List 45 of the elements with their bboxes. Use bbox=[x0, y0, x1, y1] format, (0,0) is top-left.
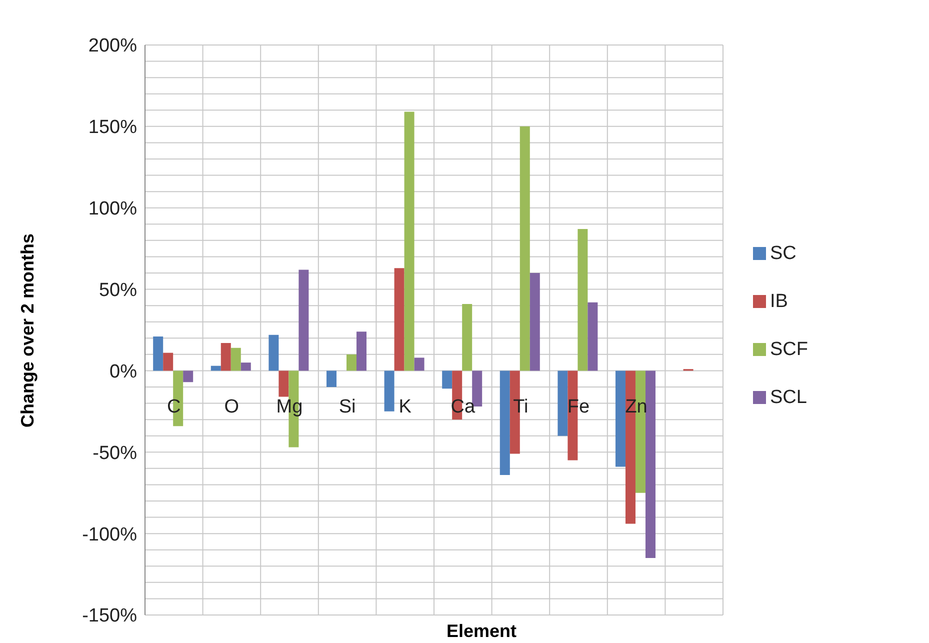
y-axis-title: Change over 2 months bbox=[18, 232, 38, 428]
bar bbox=[356, 332, 366, 371]
x-tick-label: Zn bbox=[625, 396, 648, 418]
legend-label: SCL bbox=[770, 386, 807, 408]
bar bbox=[558, 370, 568, 436]
y-tick-label: 100% bbox=[88, 198, 138, 220]
bar bbox=[326, 370, 336, 387]
bar bbox=[645, 370, 656, 558]
legend-label: SCF bbox=[770, 338, 808, 360]
y-tick-label: 50% bbox=[98, 280, 138, 302]
y-tick-label: 0% bbox=[110, 361, 138, 382]
bar bbox=[394, 268, 404, 371]
bar bbox=[163, 352, 174, 371]
bar bbox=[278, 370, 289, 397]
y-tick-label: -150% bbox=[82, 606, 138, 627]
x-tick-label: Si bbox=[338, 396, 356, 418]
bar bbox=[153, 336, 164, 371]
y-tick-label: -100% bbox=[82, 524, 138, 546]
bar bbox=[240, 362, 251, 371]
bar bbox=[588, 302, 598, 371]
y-tick-label: 200% bbox=[88, 36, 138, 57]
bar bbox=[520, 126, 530, 371]
bar bbox=[442, 370, 452, 389]
y-tick-label: 150% bbox=[88, 117, 138, 138]
bar bbox=[404, 112, 414, 371]
bar bbox=[578, 229, 588, 371]
bar bbox=[230, 348, 241, 371]
x-tick-label: K bbox=[398, 396, 412, 418]
bar bbox=[500, 370, 510, 475]
bar bbox=[530, 273, 540, 371]
x-tick-label: O bbox=[224, 396, 240, 418]
bar bbox=[414, 358, 424, 371]
bar bbox=[346, 354, 356, 371]
bar bbox=[183, 370, 194, 382]
legend-label: IB bbox=[770, 290, 788, 312]
y-tick-label: -50% bbox=[92, 442, 138, 464]
bar bbox=[220, 343, 231, 371]
x-axis-title: Element bbox=[445, 621, 518, 642]
bar bbox=[298, 270, 309, 371]
bar bbox=[615, 370, 626, 467]
bar bbox=[462, 304, 472, 371]
bar bbox=[268, 334, 279, 371]
bar bbox=[384, 370, 394, 412]
legend-label: SC bbox=[770, 242, 796, 264]
bar bbox=[210, 366, 221, 371]
